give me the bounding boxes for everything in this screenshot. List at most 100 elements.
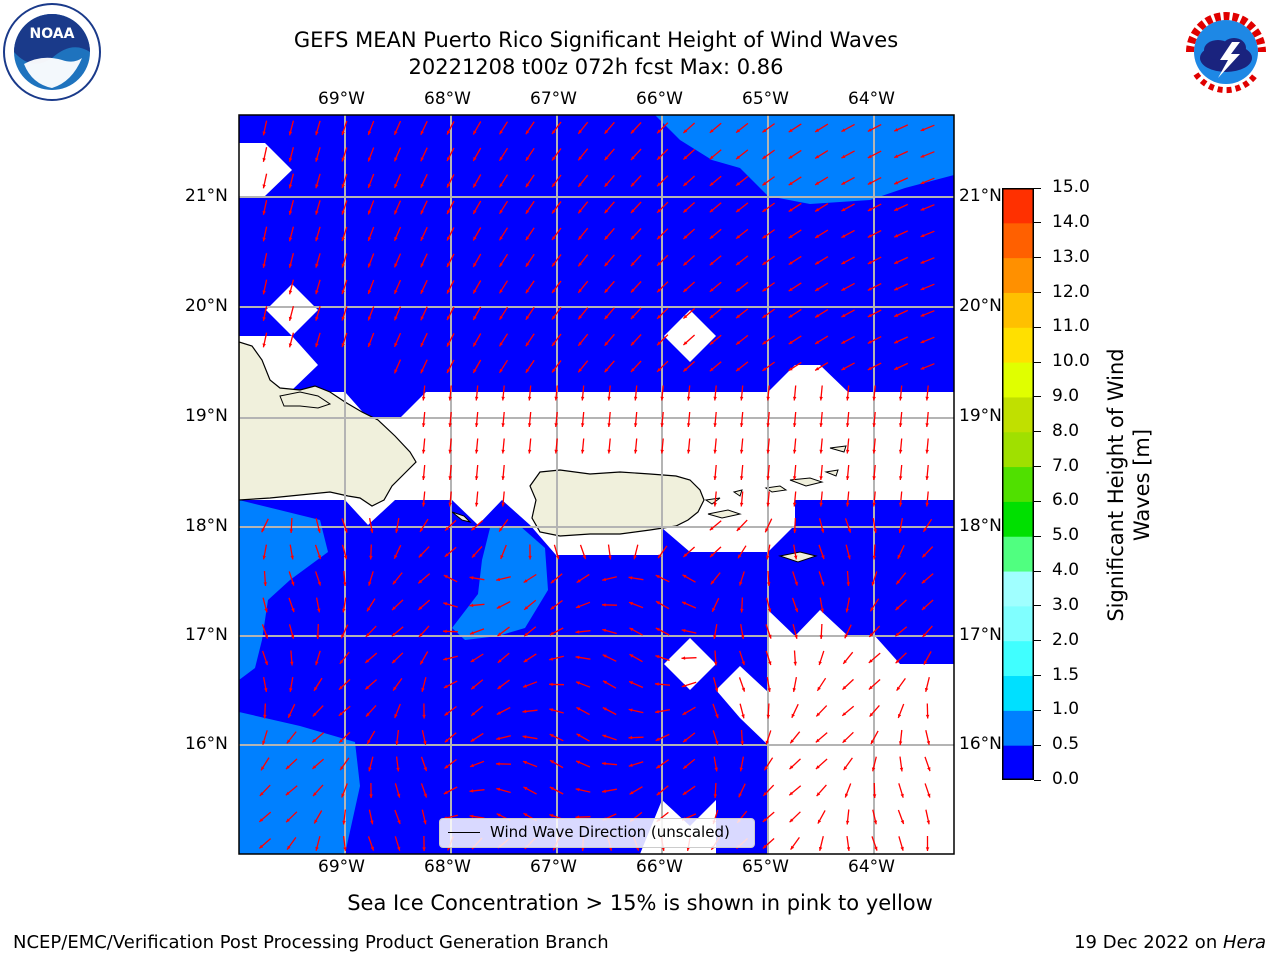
wind-arrow-head [288, 131, 293, 136]
wind-arrow-head [288, 157, 293, 162]
wind-arrow-head [262, 131, 266, 136]
wind-arrow-head [739, 767, 743, 772]
wind-arrow-head [288, 713, 292, 718]
lat-tick-right: 17°N [959, 625, 1002, 645]
wind-arrow-head [926, 820, 930, 825]
wave-zone-ne [655, 115, 954, 204]
wind-arrow-head [473, 130, 477, 135]
wind-arrow-head [368, 131, 372, 135]
wind-arrow-head [900, 793, 904, 798]
wind-arrow-head [815, 314, 820, 318]
wind-arrow-head [259, 792, 264, 796]
wind-arrow-head [525, 156, 530, 161]
wind-arrow-head [629, 654, 634, 658]
wind-arrow-head [767, 688, 771, 692]
hispaniola-land [239, 341, 417, 507]
wind-arrow-head [713, 476, 717, 480]
colorbar-tick-mark [1034, 222, 1041, 224]
wind-arrow-head [867, 260, 872, 264]
vieques-island [707, 509, 742, 519]
wind-arrow-head [262, 316, 266, 321]
wind-arrow-head [602, 628, 607, 633]
wind-arrow-head [447, 316, 451, 321]
wind-arrow-head [709, 261, 714, 266]
wind-arrow-head [657, 235, 661, 240]
wind-arrow-head [263, 714, 267, 719]
wind-arrow-head [499, 236, 503, 241]
colorbar-tick-mark [1034, 292, 1041, 293]
wind-arrow-head [762, 261, 767, 265]
wind-arrow-head [341, 290, 345, 295]
wind-arrow-head [655, 710, 659, 714]
wind-arrow-head [290, 661, 294, 666]
wind-arrow-head [740, 741, 744, 745]
wind-arrow-head [341, 157, 345, 162]
wind-arrow-head [871, 767, 876, 772]
wind-arrow-head [496, 711, 501, 715]
wind-arrow-head [470, 658, 475, 662]
lat-tick-left: 17°N [185, 625, 228, 645]
wind-arrow-head [549, 814, 554, 818]
wind-arrow-head [867, 313, 872, 317]
wind-arrow-head [523, 761, 527, 765]
wind-arrow-head [762, 155, 767, 159]
wind-arrow-head [552, 130, 556, 134]
colorbar-tick-label: 15.0 [1052, 177, 1090, 197]
wind-arrow-head [473, 263, 477, 267]
wind-arrow-head [842, 739, 847, 743]
colorbar-tick-mark [1034, 396, 1041, 398]
wind-arrow-head [473, 157, 477, 161]
wind-arrow-head [420, 369, 424, 374]
wind-arrow-head [523, 684, 527, 688]
wind-arrow-head [497, 685, 502, 689]
wind-arrow-head [444, 553, 449, 557]
wind-arrow-head [894, 128, 899, 132]
wind-arrow-head [922, 553, 927, 558]
wind-arrow-head [920, 233, 925, 238]
lon-tick-top: 67°W [530, 89, 577, 109]
wind-arrow-head [920, 313, 925, 317]
wind-arrow-head [420, 236, 424, 241]
wind-arrow-head [738, 554, 742, 559]
wind-arrow-head [657, 288, 661, 293]
colorbar-tick-label: 4.0 [1052, 560, 1080, 581]
wind-arrow-head [580, 423, 585, 427]
wind-arrow-head [630, 156, 635, 160]
wind-arrow-head [394, 554, 398, 559]
wind-arrow-head [317, 608, 321, 613]
wind-arrow-head [552, 289, 556, 293]
wind-arrow-head [709, 288, 714, 292]
wind-arrow-head [443, 602, 448, 606]
wind-arrow-head [767, 608, 772, 613]
wind-arrow-head [264, 608, 268, 613]
wind-arrow-head [552, 156, 556, 161]
wind-arrow-head [469, 789, 474, 793]
wind-arrow-head [841, 260, 846, 265]
wind-arrow-head [421, 502, 426, 507]
wind-arrow-head [474, 396, 479, 401]
wind-arrow-head [341, 263, 345, 268]
wind-arrow-head [496, 736, 501, 741]
wind-arrow-head [655, 682, 659, 686]
wind-arrow-head [604, 315, 609, 320]
wind-arrow-head [710, 553, 714, 558]
wave-zone-sw [239, 712, 360, 854]
lon-tick-top: 68°W [424, 89, 471, 109]
wind-arrow-head [819, 476, 823, 480]
wind-arrow-head [445, 526, 449, 531]
wind-arrow-head [338, 712, 343, 716]
wind-arrow-head [819, 635, 823, 639]
wind-arrow-head [768, 634, 772, 639]
wind-arrow-head [923, 660, 928, 665]
wind-arrow-head [768, 661, 772, 666]
wind-arrow-head [287, 845, 291, 850]
wind-arrow-head [368, 581, 372, 586]
wind-arrow-head [444, 711, 449, 716]
wind-arrow-head [821, 555, 825, 560]
wind-arrow-head [818, 846, 823, 851]
wind-arrow-head [262, 263, 266, 268]
chart-subtitle: 20221208 t00z 072h fcst Max: 0.86 [408, 55, 784, 79]
wave-zone-mona [452, 526, 548, 640]
wind-arrow-head [686, 449, 691, 454]
wind-arrow-head [819, 423, 823, 427]
